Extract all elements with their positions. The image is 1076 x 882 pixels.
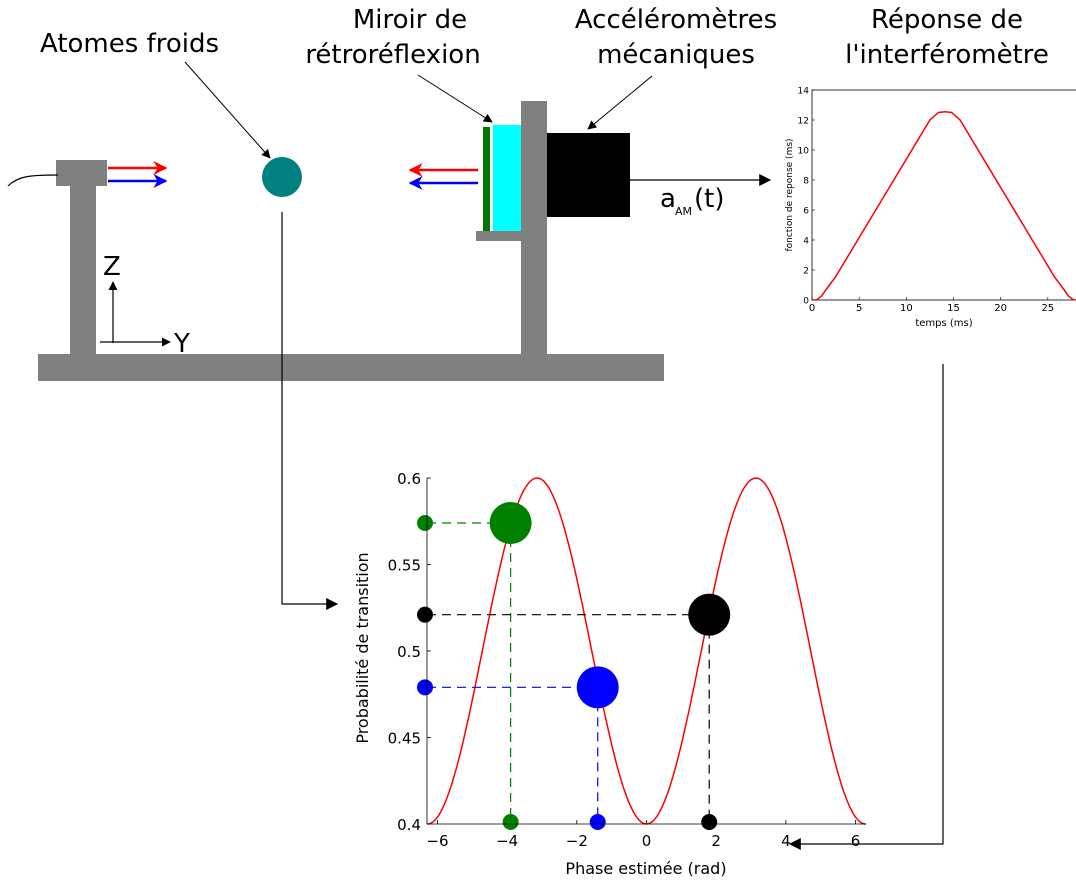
response-to-phase-arrow bbox=[788, 364, 944, 850]
label-mirror-line2: rétroréflexion bbox=[305, 40, 480, 70]
pointer-accelerometer bbox=[587, 75, 653, 130]
transition-y-tick-label: 0.6 bbox=[397, 470, 421, 488]
mirror-mount bbox=[476, 231, 524, 241]
accel-signal-main: a bbox=[660, 184, 676, 214]
transition-chart: −6 −4 −2 0 2 4 6 0.4 0.45 0.5 0.55 0.6 Phase estimé… bbox=[353, 470, 867, 878]
black-probability-dot bbox=[417, 606, 433, 623]
response-y-tick-label: 8 bbox=[803, 177, 809, 187]
transition-x-axis-label: Phase estimée (rad) bbox=[565, 859, 726, 878]
response-x-tick-label: 25 bbox=[1041, 303, 1054, 314]
pointer-atoms bbox=[184, 61, 271, 159]
response-curve bbox=[811, 111, 1076, 301]
cold-atoms-cloud bbox=[262, 157, 302, 197]
response-y-tick-label: 12 bbox=[798, 117, 809, 127]
black-measurement-point bbox=[688, 593, 731, 636]
response-y-tick-label: 14 bbox=[798, 87, 810, 97]
axis-z-label: Z bbox=[103, 252, 121, 282]
blue-probability-dot bbox=[417, 679, 433, 696]
response-chart: 0 5 10 15 20 25 0 2 4 6 8 10 12 14 temps (ms) fonctio… bbox=[785, 87, 1076, 329]
transition-x-tick-label: −2 bbox=[566, 832, 588, 850]
atoms-to-probability-arrow bbox=[281, 212, 339, 610]
transition-x-tick-label: 6 bbox=[851, 832, 861, 850]
response-y-tick-label: 10 bbox=[798, 147, 810, 157]
response-y-tick-label: 6 bbox=[803, 207, 809, 217]
response-x-tick-label: 15 bbox=[947, 303, 960, 314]
left-post bbox=[70, 182, 96, 358]
transition-x-tick-label: −4 bbox=[496, 832, 518, 850]
right-post bbox=[521, 101, 547, 358]
response-x-axis-label: temps (ms) bbox=[915, 318, 972, 329]
response-x-tick-label: 0 bbox=[809, 303, 815, 314]
response-y-tick-label: 0 bbox=[803, 297, 809, 307]
response-y-tick-label: 4 bbox=[803, 237, 809, 247]
transition-x-tick-label: 4 bbox=[781, 832, 791, 850]
pointer-mirror bbox=[417, 74, 493, 123]
mirror-glass bbox=[493, 125, 521, 231]
green-phase-dot bbox=[502, 814, 519, 830]
label-response-line1: Réponse de bbox=[871, 5, 1023, 35]
transition-y-tick-label: 0.45 bbox=[388, 730, 421, 748]
labels: Atomes froids Miroir de rétroréflexion A… bbox=[40, 5, 1049, 70]
transition-x-tick-label: 2 bbox=[711, 832, 721, 850]
transition-y-axis-label: Probabilité de transition bbox=[353, 552, 372, 743]
response-y-axis-label: fonction de reponse (ms) bbox=[785, 138, 795, 251]
label-accel-line1: Accéléromètres bbox=[575, 5, 777, 35]
accel-signal-sub: AM bbox=[675, 205, 692, 218]
green-probability-dot bbox=[417, 514, 433, 531]
transition-x-tick-label: −6 bbox=[426, 832, 448, 850]
transition-y-tick-label: 0.5 bbox=[397, 643, 421, 661]
black-phase-dot bbox=[701, 814, 718, 830]
blue-phase-dot bbox=[589, 814, 606, 830]
setup-diagram: Z Y a AM (t) bbox=[7, 101, 724, 381]
green-measurement-point bbox=[489, 501, 532, 544]
left-head bbox=[56, 160, 107, 186]
transition-y-tick-label: 0.4 bbox=[397, 816, 421, 834]
label-atoms: Atomes froids bbox=[40, 29, 219, 59]
response-x-tick-label: 20 bbox=[994, 303, 1007, 314]
response-plot-frame bbox=[811, 89, 1076, 301]
response-x-tick-label: 10 bbox=[900, 303, 913, 314]
fiber-cable bbox=[7, 174, 59, 187]
response-x-tick-label: 5 bbox=[856, 303, 862, 314]
transition-y-tick-label: 0.55 bbox=[388, 557, 421, 575]
accelerometer-block bbox=[547, 133, 630, 217]
accel-signal-suffix: (t) bbox=[694, 184, 724, 214]
blue-measurement-point bbox=[576, 666, 619, 709]
label-mirror-line1: Miroir de bbox=[353, 5, 467, 35]
axis-y-label: Y bbox=[173, 329, 190, 359]
base-plate bbox=[38, 354, 664, 381]
label-accel-line2: mécaniques bbox=[597, 40, 755, 70]
label-response-line2: l'interféromètre bbox=[845, 40, 1049, 70]
connectors bbox=[184, 61, 944, 850]
mirror-coating bbox=[483, 127, 490, 231]
response-y-tick-label: 2 bbox=[803, 267, 809, 277]
transition-x-tick-label: 0 bbox=[642, 832, 652, 850]
